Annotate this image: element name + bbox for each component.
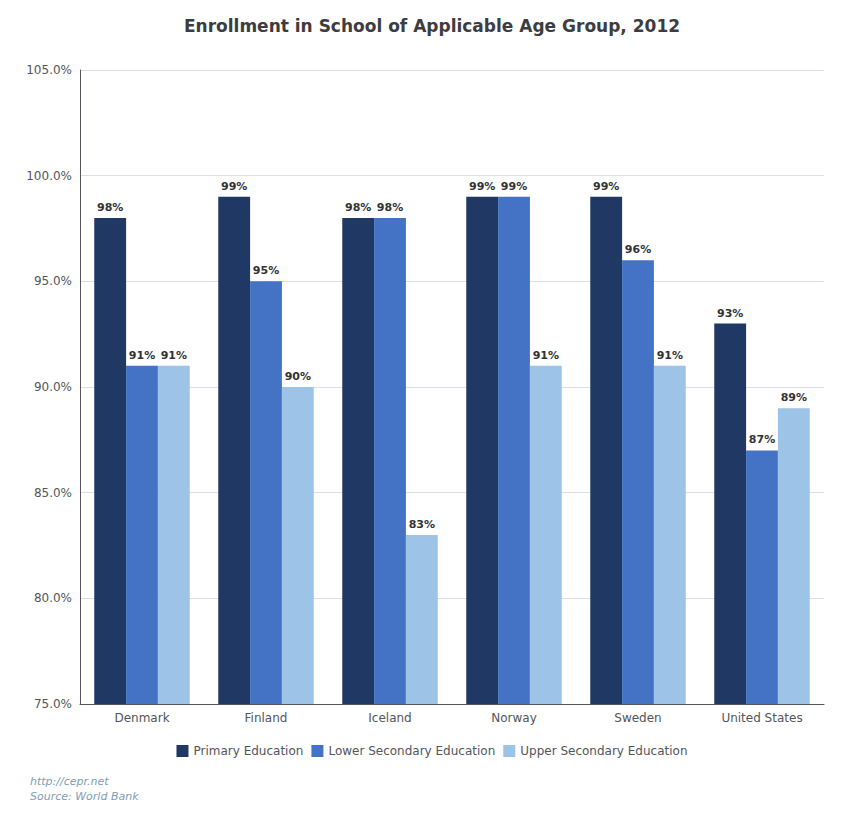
svg-text:91%: 91%: [533, 349, 559, 362]
svg-text:98%: 98%: [97, 201, 123, 214]
svg-text:89%: 89%: [781, 391, 807, 404]
svg-text:105.0%: 105.0%: [26, 63, 72, 77]
svg-text:Enrollment in School of Applic: Enrollment in School of Applicable Age G…: [184, 16, 680, 36]
svg-text:99%: 99%: [221, 180, 247, 193]
svg-text:Norway: Norway: [491, 711, 537, 725]
svg-text:75.0%: 75.0%: [34, 697, 72, 711]
svg-text:96%: 96%: [625, 243, 651, 256]
svg-text:Lower Secondary Education: Lower Secondary Education: [328, 744, 495, 758]
svg-text:91%: 91%: [657, 349, 683, 362]
svg-text:http://cepr.net: http://cepr.net: [30, 775, 109, 788]
svg-text:Finland: Finland: [245, 711, 288, 725]
svg-text:80.0%: 80.0%: [34, 591, 72, 605]
svg-text:100.0%: 100.0%: [26, 169, 72, 183]
svg-text:91%: 91%: [161, 349, 187, 362]
svg-text:90.0%: 90.0%: [34, 380, 72, 394]
svg-text:98%: 98%: [377, 201, 403, 214]
svg-text:85.0%: 85.0%: [34, 486, 72, 500]
svg-text:99%: 99%: [593, 180, 619, 193]
svg-text:Upper Secondary Education: Upper Secondary Education: [520, 744, 687, 758]
svg-text:Sweden: Sweden: [614, 711, 661, 725]
svg-text:Source: World Bank: Source: World Bank: [30, 790, 139, 803]
svg-text:Primary Education: Primary Education: [193, 744, 303, 758]
svg-text:99%: 99%: [501, 180, 527, 193]
svg-text:90%: 90%: [285, 370, 311, 383]
svg-text:91%: 91%: [129, 349, 155, 362]
svg-text:98%: 98%: [345, 201, 371, 214]
svg-text:95%: 95%: [253, 264, 279, 277]
svg-text:United States: United States: [721, 711, 802, 725]
svg-text:Iceland: Iceland: [368, 711, 411, 725]
svg-text:99%: 99%: [469, 180, 495, 193]
svg-text:87%: 87%: [749, 433, 775, 446]
svg-text:83%: 83%: [409, 518, 435, 531]
svg-text:93%: 93%: [717, 307, 743, 320]
svg-text:95.0%: 95.0%: [34, 274, 72, 288]
svg-text:Denmark: Denmark: [114, 711, 169, 725]
